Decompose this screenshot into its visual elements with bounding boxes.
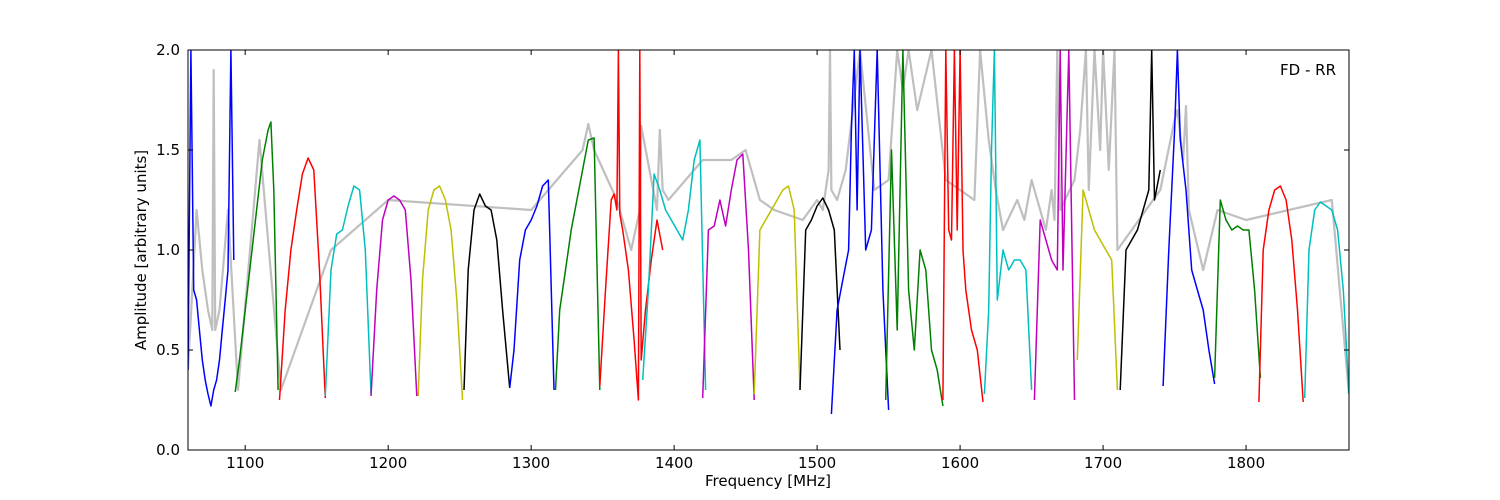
series-line-23	[1213, 199, 1262, 379]
x-tick-label: 1400	[655, 454, 693, 472]
series-line-24	[1258, 185, 1304, 403]
y-tick-label: 0.0	[156, 441, 180, 459]
series-line-15	[830, 50, 890, 415]
panel-annotation: FD - RR	[1280, 61, 1336, 79]
x-tick-label: 1600	[941, 454, 979, 472]
series-line-16	[884, 50, 944, 407]
x-tick-label: 1500	[798, 454, 836, 472]
series-line-13	[753, 185, 801, 395]
series-line-4	[324, 185, 372, 397]
x-tick-label: 1300	[512, 454, 550, 472]
series-line-12	[701, 153, 755, 401]
x-tick-label: 1200	[369, 454, 407, 472]
x-tick-label: 1800	[1227, 454, 1265, 472]
tick-layer: 1100 1200 1300 1400 1500 1600 1700 1800 0.0 0.5 1.…	[156, 41, 1349, 472]
series-line-6	[417, 185, 464, 401]
series-line-25	[1303, 201, 1349, 399]
x-axis-label: Frequency [MHz]	[705, 472, 831, 490]
series-layer	[188, 50, 1349, 415]
series-line-14	[799, 197, 841, 391]
series-line-22	[1162, 50, 1216, 387]
series-line-1	[188, 50, 235, 407]
series-line-18	[983, 50, 1033, 395]
y-tick-label: 0.5	[156, 341, 180, 359]
plot-area	[188, 50, 1349, 450]
series-line-11	[641, 139, 707, 391]
x-tick-label: 1700	[1084, 454, 1122, 472]
series-line-19	[1033, 50, 1076, 401]
series-line-20	[1076, 189, 1119, 391]
series-line-7	[463, 193, 511, 391]
series-line-2	[234, 121, 279, 393]
series-line-8	[508, 179, 555, 391]
background-trace-line	[188, 50, 1349, 395]
y-tick-label: 1.0	[156, 241, 180, 259]
series-line-17	[942, 50, 984, 403]
series-line-5	[370, 195, 418, 397]
series-line-9	[554, 137, 601, 391]
series-line-10	[599, 50, 664, 401]
series-line-21	[1119, 50, 1162, 391]
series-line-3	[278, 157, 327, 401]
y-tick-label: 2.0	[156, 41, 180, 59]
y-axis-label: Amplitude [arbitrary units]	[132, 150, 150, 350]
y-tick-label: 1.5	[156, 141, 180, 159]
x-tick-label: 1100	[226, 454, 264, 472]
